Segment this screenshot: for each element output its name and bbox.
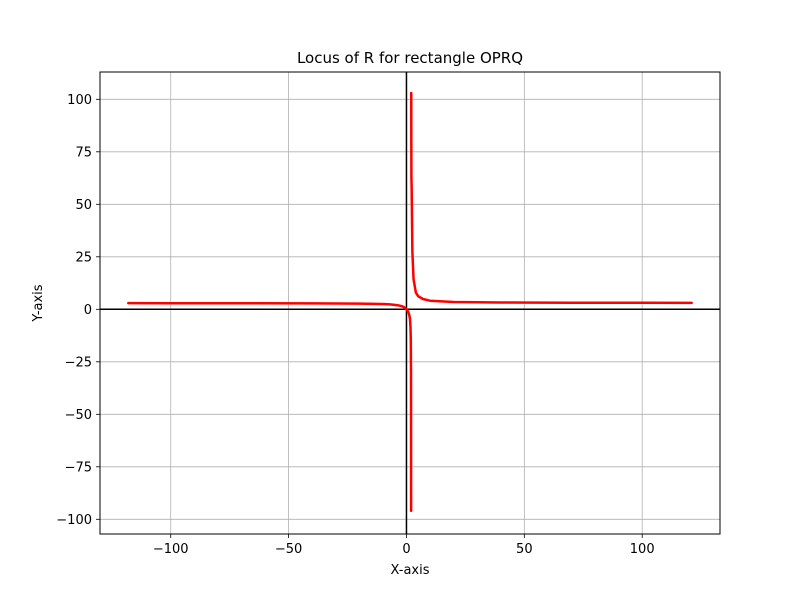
y-tick-label: 0 xyxy=(84,303,92,318)
x-ticks: −100 −50 0 50 100 xyxy=(153,534,655,557)
y-tick-label: −75 xyxy=(65,460,92,475)
x-tick-label: 50 xyxy=(516,542,533,557)
y-tick-label: 25 xyxy=(75,250,92,265)
x-axis-label: X-axis xyxy=(391,563,430,578)
series-line-branch-1 xyxy=(410,91,693,305)
y-ticks: −100 −75 −50 −25 0 25 50 75 100 xyxy=(56,93,100,528)
y-tick-label: 100 xyxy=(67,93,92,108)
y-tick-label: −50 xyxy=(65,408,92,423)
y-tick-label: −25 xyxy=(65,355,92,370)
x-tick-label: 0 xyxy=(402,542,410,557)
y-axis-label: Y-axis xyxy=(31,284,46,322)
y-tick-label: −100 xyxy=(56,513,92,528)
chart-title: Locus of R for rectangle OPRQ xyxy=(297,49,523,67)
reference-lines xyxy=(100,72,720,534)
x-tick-label: −50 xyxy=(275,542,302,557)
series-line-branch-2 xyxy=(127,301,413,513)
x-tick-label: −100 xyxy=(153,542,189,557)
plot-frame xyxy=(99,71,721,535)
y-tick-label: 50 xyxy=(75,198,92,213)
series-group xyxy=(127,91,693,513)
x-tick-label: 100 xyxy=(630,542,655,557)
y-tick-label: 75 xyxy=(75,145,92,160)
